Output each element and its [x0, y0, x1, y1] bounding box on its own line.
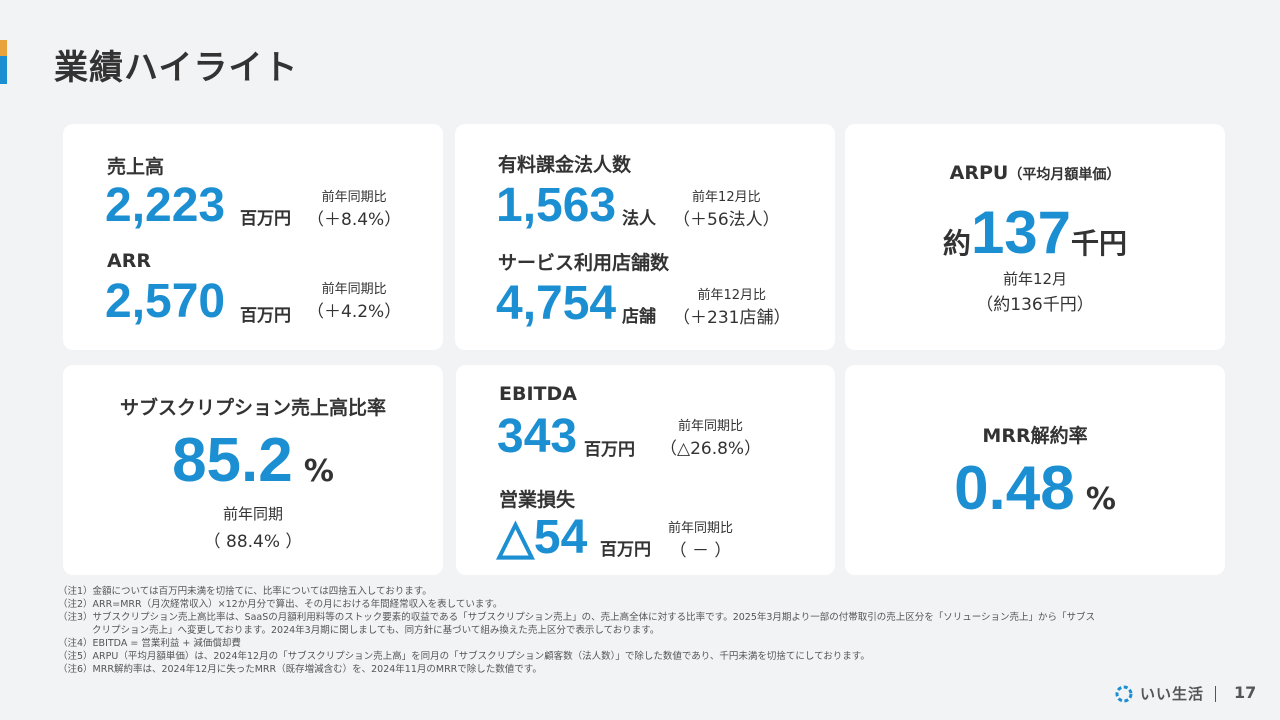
ebitda-loss-card: EBITDA 343 百万円 前年同期比 （△26.8%） 営業損失 △54 百…: [456, 365, 835, 575]
footnote-6: （注6）MRR解約率は、2024年12月に失ったMRR（既存増減含む）を、202…: [58, 664, 542, 675]
operating-loss-compare: 前年同期比 （ － ）: [668, 517, 733, 561]
stores-compare-value: （＋231店舗）: [673, 308, 791, 328]
paying-corporations-label: 有料課金法人数: [498, 154, 632, 176]
ebitda-compare: 前年同期比 （△26.8%）: [660, 415, 761, 459]
arr-compare-value: （＋4.2%）: [307, 302, 402, 322]
subscription-ratio-unit: %: [303, 454, 334, 489]
page-title: 業績ハイライト: [54, 48, 299, 88]
paying-corporations-compare-label: 前年12月比: [692, 190, 761, 205]
arpu-value-row: 約137千円: [845, 198, 1225, 267]
arpu-prefix: 約: [942, 227, 971, 260]
footnote-5: （注5）ARPU（平均月額単価）は、2024年12月の「サブスクリプション売上高…: [58, 651, 870, 662]
revenue-unit: 百万円: [240, 209, 291, 229]
paying-corporations-unit: 法人: [622, 209, 656, 229]
arr-compare-label: 前年同期比: [321, 282, 387, 297]
operating-loss-label: 営業損失: [499, 489, 576, 511]
revenue-compare-label: 前年同期比: [321, 190, 387, 205]
operating-loss-value: △54: [497, 511, 588, 564]
footnote-1: （注1）金額については百万円未満を切捨てに、比率については四捨五入しております。: [58, 586, 432, 597]
arpu-label: ARPU: [949, 162, 1009, 184]
stores-compare: 前年12月比 （＋231店舗）: [673, 284, 790, 328]
mrr-churn-value: 0.48: [954, 454, 1075, 523]
ebitda-compare-label: 前年同期比: [678, 419, 744, 434]
footnotes: （注1）金額については百万円未満を切捨てに、比率については四捨五入しております。…: [58, 585, 1238, 676]
arpu-heading: ARPU（平均月額単価）: [845, 162, 1225, 184]
company-logo: いい生活: [1114, 683, 1204, 704]
arpu-value: 137: [970, 199, 1072, 266]
operating-loss-compare-value: （ － ）: [669, 541, 732, 561]
ebitda-label: EBITDA: [499, 383, 577, 405]
logo-text: いい生活: [1140, 685, 1205, 703]
ebitda-unit: 百万円: [584, 440, 635, 460]
footnote-2: （注2）ARR=MRR（月次経常収入）×12か月分で算出、その月における年間経常…: [58, 599, 503, 610]
revenue-compare: 前年同期比 （＋8.4%）: [307, 186, 401, 230]
mrr-churn-value-row: 0.48 %: [845, 453, 1225, 524]
footnote-4: （注4）EBITDA = 営業利益 + 減価償却費: [58, 638, 241, 649]
ebitda-value: 343: [497, 410, 578, 463]
arpu-unit: 千円: [1071, 227, 1128, 260]
stores-label: サービス利用店舗数: [498, 252, 670, 274]
revenue-value: 2,223: [105, 179, 226, 232]
title-accent-orange: [0, 40, 7, 56]
paying-corporations-compare: 前年12月比 （＋56法人）: [673, 186, 780, 230]
stores-compare-label: 前年12月比: [697, 288, 766, 303]
arr-label: ARR: [107, 250, 151, 272]
mrr-churn-label: MRR解約率: [982, 425, 1088, 447]
ebitda-compare-value: （△26.8%）: [660, 439, 762, 459]
arr-value: 2,570: [105, 275, 226, 328]
arpu-label-sub: （平均月額単価）: [1008, 167, 1121, 183]
arr-compare: 前年同期比 （＋4.2%）: [307, 278, 401, 322]
subscription-ratio-value-row: 85.2 %: [63, 425, 443, 496]
subscription-ratio-card: サブスクリプション売上高比率 85.2 % 前年同期 （ 88.4% ）: [63, 365, 443, 575]
stores-unit: 店舗: [622, 307, 656, 327]
arpu-prev-value: （約136千円）: [976, 295, 1094, 315]
stores-value: 4,754: [496, 277, 617, 330]
subscription-ratio-label: サブスクリプション売上高比率: [119, 397, 386, 419]
mrr-churn-card: MRR解約率 0.48 %: [845, 365, 1225, 575]
subscription-ratio-value: 85.2: [172, 426, 293, 495]
footnote-3: （注3）サブスクリプション売上高比率は、SaaSの月額利用料等のストック要素的収…: [58, 612, 1096, 623]
paying-corporations-compare-value: （＋56法人）: [673, 210, 780, 230]
arpu-prev-label: 前年12月: [1002, 270, 1068, 288]
operating-loss-compare-label: 前年同期比: [668, 521, 734, 536]
page-number: 17: [1234, 683, 1257, 702]
mrr-churn-unit: %: [1085, 482, 1116, 517]
arr-unit: 百万円: [240, 306, 291, 326]
corporations-stores-card: 有料課金法人数 1,563 法人 前年12月比 （＋56法人） サービス利用店舗…: [455, 124, 835, 350]
logo-mark-icon: [1115, 685, 1133, 702]
operating-loss-unit: 百万円: [600, 540, 651, 560]
title-accent-blue: [0, 56, 7, 84]
revenue-arr-card: 売上高 2,223 百万円 前年同期比 （＋8.4%） ARR 2,570 百万…: [63, 124, 443, 350]
subscription-ratio-prev-label: 前年同期: [222, 505, 283, 523]
revenue-compare-value: （＋8.4%）: [307, 210, 402, 230]
footer-separator: [1215, 686, 1216, 702]
arpu-card: ARPU（平均月額単価） 約137千円 前年12月 （約136千円）: [845, 124, 1225, 350]
paying-corporations-value: 1,563: [496, 179, 617, 232]
subscription-ratio-prev-value: （ 88.4% ）: [203, 532, 303, 552]
revenue-label: 売上高: [107, 156, 165, 178]
footnote-3-continued: クリプション売上」へ変更しております。2024年3月期に関しましても、同方針に基…: [92, 625, 660, 636]
